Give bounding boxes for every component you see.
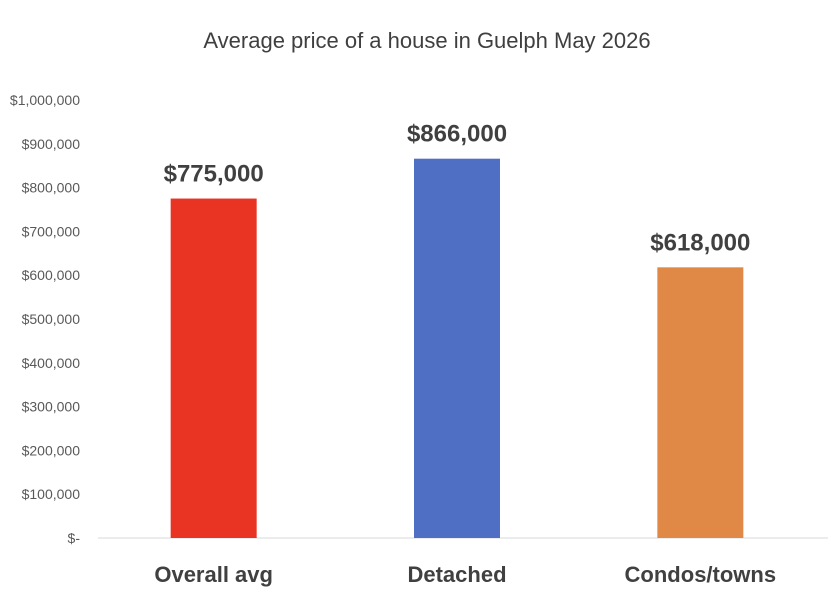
y-tick-label: $300,000 <box>22 399 81 415</box>
y-tick-label: $900,000 <box>22 136 81 152</box>
chart-title: Average price of a house in Guelph May 2… <box>203 28 650 53</box>
y-tick-label: $500,000 <box>22 311 81 327</box>
y-tick-label: $- <box>68 530 81 546</box>
x-tick-label: Detached <box>407 562 506 587</box>
data-label: $866,000 <box>407 121 507 148</box>
bar-detached <box>414 158 500 538</box>
y-tick-label: $400,000 <box>22 355 81 371</box>
y-tick-label: $200,000 <box>22 442 81 458</box>
x-tick-label: Condos/towns <box>625 562 777 587</box>
x-tick-label: Overall avg <box>154 562 273 587</box>
bar-overall-avg <box>170 198 257 539</box>
y-tick-label: $600,000 <box>22 267 81 283</box>
y-tick-label: $700,000 <box>22 223 81 239</box>
data-label: $775,000 <box>164 161 264 188</box>
bars: $775,000 $866,000 $618,000 <box>164 121 750 539</box>
y-tick-label: $100,000 <box>22 486 81 502</box>
y-tick-label: $1,000,000 <box>10 92 80 108</box>
x-axis: Overall avg Detached Condos/towns <box>154 562 776 587</box>
y-tick-label: $800,000 <box>22 180 81 196</box>
data-label: $618,000 <box>650 229 750 256</box>
y-axis: $- $100,000 $200,000 $300,000 $400,000 $500,0… <box>10 92 80 546</box>
bar-condos-towns <box>657 267 744 538</box>
